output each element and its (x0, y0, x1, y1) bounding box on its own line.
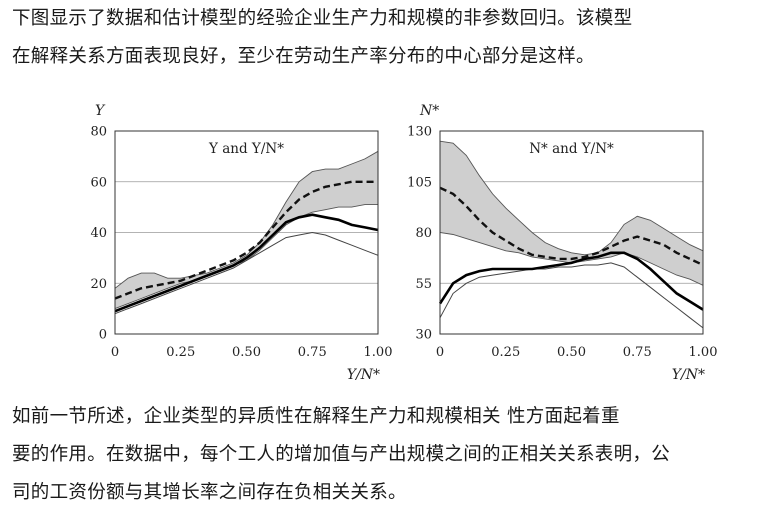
x-tick-label: 1.00 (689, 345, 718, 360)
y-axis-label: Y (95, 103, 106, 119)
y-tick-label: 0 (99, 328, 107, 343)
series-line-data (440, 263, 703, 328)
x-axis-label: Y/N* (347, 367, 380, 383)
x-tick-label: 0 (436, 345, 444, 360)
chart-right-svg: 30 55 80 105 130 0 0.25 0.50 0.75 1.00 N* Y/N* N* an… (403, 96, 743, 396)
text-line: 要的作用。在数据中，每个工人的增加值与产出规模之间的正相关关系表明，公 (12, 436, 764, 474)
y-tick-label: 130 (407, 125, 432, 140)
intro-paragraph: 下图显示了数据和估计模型的经验企业生产力和规模的非参数回归。该模型 在解释关系方… (12, 0, 764, 76)
text-line: 如前一节所述，企业类型的异质性在解释生产力和规模相关 性方面起着重 (12, 398, 764, 436)
y-tick-label: 30 (415, 328, 432, 343)
chart-left-svg: 0 20 40 60 80 0 0.25 0.50 0.75 1.00 Y Y/N* Y and Y/N… (78, 96, 418, 396)
y-tick-label: 40 (90, 226, 107, 241)
confidence-band (115, 151, 378, 308)
x-tick-label: 0.25 (491, 345, 520, 360)
text-line: 在解释关系方面表现良好，至少在劳动生产率分布的中心部分是这样。 (12, 38, 764, 76)
body-paragraph: 如前一节所述，企业类型的异质性在解释生产力和规模相关 性方面起着重 要的作用。在… (12, 398, 764, 512)
series-line-model (115, 215, 378, 312)
x-tick-label: 0 (111, 345, 119, 360)
text-line: 下图显示了数据和估计模型的经验企业生产力和规模的非参数回归。该模型 (12, 0, 764, 38)
x-tick-label: 0.75 (623, 345, 652, 360)
chart-title: Y and Y/N* (208, 141, 284, 157)
x-tick-label: 0.25 (166, 345, 195, 360)
y-tick-label: 80 (415, 226, 432, 241)
y-tick-label: 105 (407, 175, 432, 190)
y-tick-label: 55 (415, 277, 432, 292)
x-tick-label: 0.75 (298, 345, 327, 360)
text-line: 司的工资份额与其增长率之间存在负相关关系。 (12, 474, 764, 512)
x-tick-label: 0.50 (232, 345, 261, 360)
chart-title: N* and Y/N* (529, 141, 614, 157)
y-axis-label: N* (419, 103, 439, 119)
chart-y-vs-productivity: 0 20 40 60 80 0 0.25 0.50 0.75 1.00 Y Y/N* Y and Y/N… (78, 96, 418, 396)
y-tick-label: 60 (90, 175, 107, 190)
y-tick-label: 80 (90, 125, 107, 140)
x-tick-label: 1.00 (364, 345, 393, 360)
x-axis-label: Y/N* (672, 367, 705, 383)
chart-size-vs-productivity: 30 55 80 105 130 0 0.25 0.50 0.75 1.00 N* Y/N* N* an… (403, 96, 743, 396)
y-tick-label: 20 (90, 277, 107, 292)
x-tick-label: 0.50 (557, 345, 586, 360)
